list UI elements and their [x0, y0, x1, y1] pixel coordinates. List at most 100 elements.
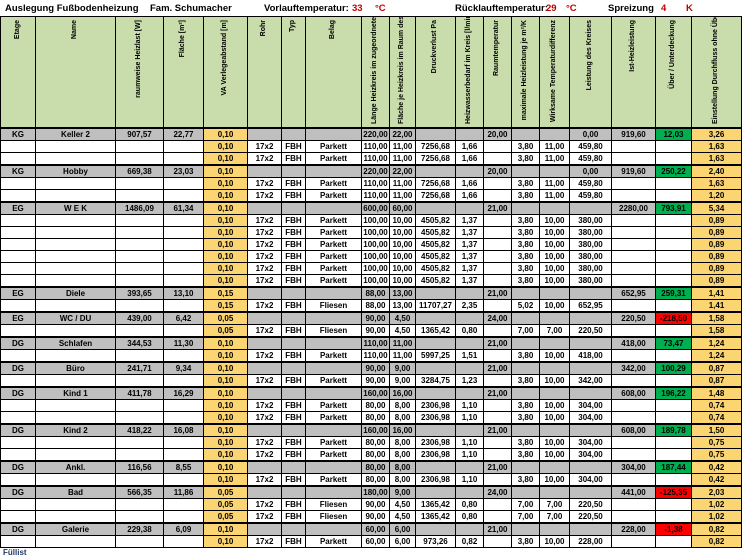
cell[interactable]: -125,35 [656, 487, 692, 499]
cell[interactable]: Parkett [306, 350, 362, 362]
cell[interactable]: 17x2 [248, 239, 282, 251]
cell[interactable] [656, 251, 692, 263]
cell[interactable] [248, 166, 282, 178]
cell[interactable]: 1,24 [692, 338, 742, 350]
cell[interactable]: 3,80 [512, 275, 540, 287]
cell[interactable]: Kind 1 [36, 388, 116, 400]
cell[interactable] [416, 425, 456, 437]
cell[interactable] [248, 313, 282, 325]
cell[interactable]: 16,00 [390, 425, 416, 437]
cell[interactable] [612, 190, 656, 202]
cell[interactable] [164, 499, 204, 511]
cell[interactable] [456, 129, 484, 141]
cell[interactable] [540, 129, 570, 141]
cell[interactable]: 2,40 [692, 166, 742, 178]
cell[interactable]: Parkett [306, 263, 362, 275]
cell[interactable]: 110,00 [362, 141, 390, 153]
cell[interactable]: 11,00 [540, 178, 570, 190]
cell[interactable]: 1,37 [456, 275, 484, 287]
cell[interactable]: 1,58 [692, 313, 742, 325]
cell[interactable] [248, 338, 282, 350]
cell[interactable] [306, 524, 362, 536]
cell[interactable] [306, 203, 362, 215]
cell[interactable]: FBH [282, 474, 306, 486]
cell[interactable]: Parkett [306, 275, 362, 287]
cell[interactable] [656, 300, 692, 312]
cell[interactable]: 3,80 [512, 263, 540, 275]
cell[interactable] [416, 388, 456, 400]
cell[interactable] [484, 251, 512, 263]
cell[interactable] [0, 536, 36, 548]
cell[interactable]: 0,05 [204, 313, 248, 325]
cell[interactable]: 10,00 [540, 300, 570, 312]
cell[interactable]: 5,02 [512, 300, 540, 312]
cell[interactable]: 80,00 [362, 400, 390, 412]
cell[interactable] [36, 412, 116, 424]
cell[interactable]: 17x2 [248, 375, 282, 387]
cell[interactable]: 342,00 [612, 363, 656, 375]
cell[interactable]: FBH [282, 239, 306, 251]
cell[interactable] [484, 400, 512, 412]
cell[interactable] [116, 536, 164, 548]
cell[interactable]: 60,00 [362, 524, 390, 536]
cell[interactable] [36, 141, 116, 153]
cell[interactable]: 4,50 [390, 499, 416, 511]
cell[interactable]: 380,00 [570, 275, 612, 287]
cell[interactable]: 17x2 [248, 190, 282, 202]
cell[interactable] [612, 325, 656, 337]
cell[interactable]: 411,78 [116, 388, 164, 400]
cell[interactable]: 4505,82 [416, 239, 456, 251]
cell[interactable] [36, 499, 116, 511]
cell[interactable]: 441,00 [612, 487, 656, 499]
cell[interactable]: 13,10 [164, 288, 204, 300]
cell[interactable]: 669,38 [116, 166, 164, 178]
cell[interactable] [282, 425, 306, 437]
cell[interactable] [306, 313, 362, 325]
cell[interactable]: 21,00 [484, 338, 512, 350]
cell[interactable]: 1,10 [456, 412, 484, 424]
cell[interactable]: 0,10 [204, 275, 248, 287]
cell[interactable]: 2306,98 [416, 437, 456, 449]
cell[interactable] [0, 190, 36, 202]
cell[interactable]: 9,00 [390, 375, 416, 387]
sheet-tab-label[interactable]: Füllist [3, 548, 27, 556]
cell[interactable]: Parkett [306, 227, 362, 239]
cell[interactable]: 11,86 [164, 487, 204, 499]
cell[interactable]: 3,80 [512, 153, 540, 165]
cell[interactable]: 90,00 [362, 511, 390, 523]
cell[interactable]: 0,82 [692, 524, 742, 536]
cell[interactable]: Parkett [306, 400, 362, 412]
cell[interactable] [0, 511, 36, 523]
cell[interactable]: 189,78 [656, 425, 692, 437]
cell[interactable] [248, 462, 282, 474]
cell[interactable]: 24,00 [484, 313, 512, 325]
cell[interactable] [116, 437, 164, 449]
cell[interactable] [164, 412, 204, 424]
cell[interactable]: 80,00 [362, 462, 390, 474]
cell[interactable] [0, 263, 36, 275]
cell[interactable]: FBH [282, 350, 306, 362]
cell[interactable] [164, 263, 204, 275]
cell[interactable]: 0,05 [204, 487, 248, 499]
cell[interactable]: 24,00 [484, 487, 512, 499]
cell[interactable]: 9,00 [390, 363, 416, 375]
cell[interactable]: 228,00 [570, 536, 612, 548]
cell[interactable]: 10,00 [540, 412, 570, 424]
cell[interactable] [612, 400, 656, 412]
cell[interactable] [306, 338, 362, 350]
cell[interactable] [416, 338, 456, 350]
cell[interactable] [0, 499, 36, 511]
cell[interactable]: 21,00 [484, 524, 512, 536]
cell[interactable] [540, 388, 570, 400]
column-header[interactable]: maximale Heizleistung je m²/K [512, 17, 540, 128]
cell[interactable] [656, 190, 692, 202]
cell[interactable]: 10,00 [540, 239, 570, 251]
cell[interactable]: FBH [282, 263, 306, 275]
cell[interactable] [248, 203, 282, 215]
cell[interactable]: 0,10 [204, 129, 248, 141]
cell[interactable] [484, 412, 512, 424]
cell[interactable] [36, 178, 116, 190]
cell[interactable] [540, 524, 570, 536]
cell[interactable] [116, 190, 164, 202]
cell[interactable] [36, 263, 116, 275]
